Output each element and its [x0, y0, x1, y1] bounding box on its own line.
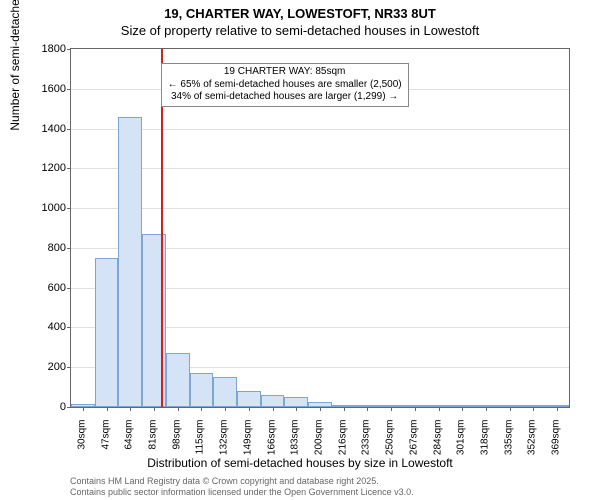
xtick-label: 352sqm [527, 420, 538, 460]
xtick-mark [344, 407, 345, 411]
histogram-bar [166, 353, 190, 407]
chart-title-block: 19, CHARTER WAY, LOWESTOFT, NR33 8UT Siz… [0, 6, 600, 38]
chart-container: 19, CHARTER WAY, LOWESTOFT, NR33 8UT Siz… [0, 0, 600, 500]
ytick-label: 1200 [16, 162, 66, 174]
ytick-label: 1000 [16, 202, 66, 214]
ytick-mark [67, 327, 71, 328]
xtick-label: 98sqm [171, 420, 182, 460]
ytick-label: 0 [16, 401, 66, 413]
gridline [71, 208, 569, 209]
xtick-label: 267sqm [408, 420, 419, 460]
ytick-mark [67, 89, 71, 90]
ytick-mark [67, 248, 71, 249]
ytick-mark [67, 168, 71, 169]
xtick-label: 47sqm [100, 420, 111, 460]
xtick-mark [462, 407, 463, 411]
ytick-label: 800 [16, 242, 66, 254]
xtick-label: 115sqm [195, 420, 206, 460]
histogram-bar [284, 397, 308, 407]
histogram-bar [118, 117, 142, 407]
xtick-mark [557, 407, 558, 411]
xtick-label: 200sqm [314, 420, 325, 460]
ytick-label: 1400 [16, 123, 66, 135]
annotation-line2: ← 65% of semi-detached houses are smalle… [168, 79, 402, 92]
xtick-label: 30sqm [76, 420, 87, 460]
xtick-label: 216sqm [337, 420, 348, 460]
xtick-label: 132sqm [219, 420, 230, 460]
histogram-bar [95, 258, 119, 407]
xtick-mark [320, 407, 321, 411]
xtick-label: 183sqm [290, 420, 301, 460]
xtick-label: 335sqm [503, 420, 514, 460]
gridline [71, 168, 569, 169]
ytick-mark [67, 288, 71, 289]
gridline [71, 129, 569, 130]
annotation-line1: 19 CHARTER WAY: 85sqm [168, 66, 402, 79]
xtick-mark [533, 407, 534, 411]
xtick-mark [249, 407, 250, 411]
ytick-label: 400 [16, 321, 66, 333]
xtick-mark [225, 407, 226, 411]
ytick-mark [67, 407, 71, 408]
ytick-label: 200 [16, 361, 66, 373]
xtick-label: 250sqm [385, 420, 396, 460]
plot-area: 19 CHARTER WAY: 85sqm ← 65% of semi-deta… [70, 48, 570, 408]
xtick-label: 166sqm [266, 420, 277, 460]
xtick-mark [486, 407, 487, 411]
xtick-mark [154, 407, 155, 411]
ytick-mark [67, 49, 71, 50]
xtick-mark [296, 407, 297, 411]
xtick-mark [273, 407, 274, 411]
footer-line2: Contains public sector information licen… [70, 487, 414, 498]
xtick-label: 301sqm [456, 420, 467, 460]
ytick-mark [67, 367, 71, 368]
xtick-label: 284sqm [432, 420, 443, 460]
xtick-mark [83, 407, 84, 411]
footer-line1: Contains HM Land Registry data © Crown c… [70, 476, 414, 487]
xtick-label: 233sqm [361, 420, 372, 460]
xtick-mark [178, 407, 179, 411]
xtick-label: 369sqm [551, 420, 562, 460]
xtick-label: 81sqm [148, 420, 159, 460]
xtick-mark [415, 407, 416, 411]
xtick-mark [367, 407, 368, 411]
xtick-label: 149sqm [242, 420, 253, 460]
annotation-box: 19 CHARTER WAY: 85sqm ← 65% of semi-deta… [161, 63, 409, 107]
histogram-bar [190, 373, 214, 407]
histogram-bar [237, 391, 261, 407]
chart-title-line2: Size of property relative to semi-detach… [0, 23, 600, 38]
ytick-mark [67, 129, 71, 130]
xtick-mark [439, 407, 440, 411]
annotation-line3: 34% of semi-detached houses are larger (… [168, 91, 402, 104]
xtick-label: 318sqm [480, 420, 491, 460]
footer-attribution: Contains HM Land Registry data © Crown c… [70, 476, 414, 498]
ytick-label: 1800 [16, 43, 66, 55]
xtick-mark [510, 407, 511, 411]
ytick-mark [67, 208, 71, 209]
chart-title-line1: 19, CHARTER WAY, LOWESTOFT, NR33 8UT [0, 6, 600, 21]
xtick-mark [107, 407, 108, 411]
y-axis-label: Number of semi-detached properties [8, 0, 22, 131]
histogram-bar [261, 395, 285, 407]
ytick-label: 1600 [16, 83, 66, 95]
xtick-mark [201, 407, 202, 411]
ytick-label: 600 [16, 282, 66, 294]
histogram-bar [213, 377, 237, 407]
xtick-label: 64sqm [124, 420, 135, 460]
xtick-mark [130, 407, 131, 411]
xtick-mark [391, 407, 392, 411]
